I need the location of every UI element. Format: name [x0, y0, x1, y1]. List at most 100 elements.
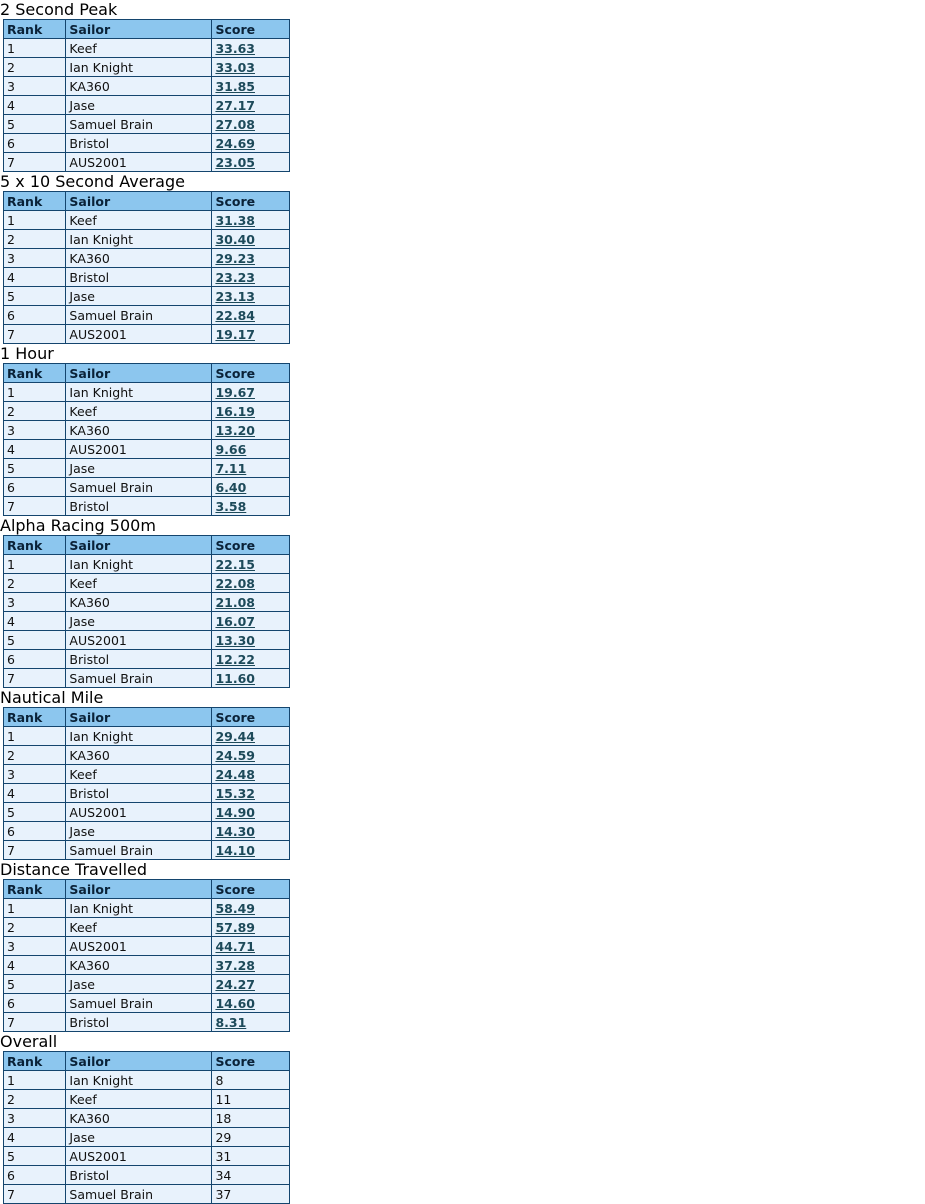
score-link[interactable]: 22.08 — [215, 575, 255, 591]
sailor-cell: Bristol — [65, 783, 213, 803]
score-link[interactable]: 9.66 — [215, 441, 247, 457]
score-cell: 24.59 — [211, 745, 290, 765]
sailor-cell: Samuel Brain — [65, 993, 213, 1013]
score-link[interactable]: 33.03 — [215, 59, 255, 75]
score-link[interactable]: 24.59 — [215, 747, 255, 763]
score-link[interactable]: 24.69 — [215, 135, 255, 151]
score-link[interactable]: 16.19 — [215, 403, 255, 419]
table-row: 4 Jase 29 — [2, 1127, 290, 1147]
sailor-cell: Jase — [65, 1127, 213, 1147]
score-link[interactable]: 21.08 — [215, 594, 255, 610]
score-link[interactable]: 29.44 — [215, 728, 255, 744]
score-link[interactable]: 31.38 — [215, 212, 255, 228]
score-cell: 16.07 — [211, 611, 290, 631]
rank-cell: 3 — [2, 1108, 67, 1128]
rank-cell: 7 — [2, 324, 67, 344]
sailor-cell: Samuel Brain — [65, 668, 213, 688]
score-link[interactable]: 14.60 — [215, 995, 255, 1011]
score-link[interactable]: 58.49 — [215, 900, 255, 916]
table-row: 6 Samuel Brain 22.84 — [2, 305, 290, 325]
header-row: Rank Sailor Score — [2, 1051, 290, 1071]
score-link[interactable]: 33.63 — [215, 40, 255, 56]
panel-title: 2 Second Peak — [0, 0, 118, 19]
score-link[interactable]: 30.40 — [215, 231, 255, 247]
score-link[interactable]: 3.58 — [215, 498, 247, 514]
sailor-cell: Keef — [65, 573, 213, 593]
score-link[interactable]: 13.30 — [215, 632, 255, 648]
column-header: Score — [211, 191, 290, 211]
score-link[interactable]: 27.17 — [215, 97, 255, 113]
sailor-cell: Samuel Brain — [65, 1184, 213, 1204]
score-link[interactable]: 12.22 — [215, 651, 255, 667]
rank-cell: 2 — [2, 573, 67, 593]
score-link[interactable]: 19.17 — [215, 326, 255, 342]
score-link[interactable]: 14.30 — [215, 823, 255, 839]
score-cell: 19.67 — [211, 382, 290, 402]
score-link[interactable]: 29.23 — [215, 250, 255, 266]
rank-cell: 6 — [2, 305, 67, 325]
sailor-cell: Jase — [65, 286, 213, 306]
score-link[interactable]: 23.05 — [215, 154, 255, 170]
score-link[interactable]: 7.11 — [215, 460, 247, 476]
score-link[interactable]: 37.28 — [215, 957, 255, 973]
score-link[interactable]: 19.67 — [215, 384, 255, 400]
score-cell: 19.17 — [211, 324, 290, 344]
table-row: 4 Bristol 23.23 — [2, 267, 290, 287]
rank-cell: 7 — [2, 1012, 67, 1032]
rank-cell: 3 — [2, 592, 67, 612]
rank-cell: 1 — [2, 726, 67, 746]
score-link[interactable]: 24.27 — [215, 976, 255, 992]
score-table: Rank Sailor Score 1 Ian Knight 58.49 2 Keef 57.8… — [2, 879, 290, 1032]
table-row: 4 Jase 16.07 — [2, 611, 290, 631]
score-cell: 44.71 — [211, 936, 290, 956]
table-row: 7 Bristol 3.58 — [2, 496, 290, 516]
score-link[interactable]: 11.60 — [215, 670, 255, 686]
score-link[interactable]: 44.71 — [215, 938, 255, 954]
table-row: 1 Keef 31.38 — [2, 210, 290, 230]
score-link[interactable]: 15.32 — [215, 785, 255, 801]
rank-cell: 4 — [2, 95, 67, 115]
score-link[interactable]: 14.90 — [215, 804, 255, 820]
score-link[interactable]: 27.08 — [215, 116, 255, 132]
sailor-cell: KA360 — [65, 248, 213, 268]
score-link[interactable]: 22.15 — [215, 556, 255, 572]
score-link[interactable]: 24.48 — [215, 766, 255, 782]
score-link[interactable]: 8.31 — [215, 1014, 247, 1030]
rank-cell: 1 — [2, 38, 67, 58]
score-link[interactable]: 22.84 — [215, 307, 255, 323]
rank-cell: 5 — [2, 1146, 67, 1166]
score-link[interactable]: 23.13 — [215, 288, 255, 304]
sailor-cell: KA360 — [65, 955, 213, 975]
rank-cell: 7 — [2, 152, 67, 172]
rank-cell: 7 — [2, 668, 67, 688]
score-link[interactable]: 23.23 — [215, 269, 255, 285]
score-cell: 24.48 — [211, 764, 290, 784]
rank-cell: 1 — [2, 898, 67, 918]
score-cell: 16.19 — [211, 401, 290, 421]
score-link[interactable]: 6.40 — [215, 479, 247, 495]
score-link[interactable]: 13.20 — [215, 422, 255, 438]
column-header: Score — [211, 879, 290, 899]
score-link[interactable]: 16.07 — [215, 613, 255, 629]
rank-cell: 6 — [2, 1165, 67, 1185]
panel: 1 Hour Rank Sailor Score 1 Ian Knight 19.67 2 Ke… — [0, 344, 925, 516]
sailor-cell: Keef — [65, 764, 213, 784]
header-row: Rank Sailor Score — [2, 879, 290, 899]
rank-cell: 2 — [2, 229, 67, 249]
score-cell: 31 — [211, 1146, 290, 1166]
sailor-cell: Jase — [65, 95, 213, 115]
table-row: 3 KA360 13.20 — [2, 420, 290, 440]
score-cell: 21.08 — [211, 592, 290, 612]
rank-cell: 2 — [2, 57, 67, 77]
rank-cell: 7 — [2, 1184, 67, 1204]
score-table: Rank Sailor Score 1 Ian Knight 19.67 2 Keef 16.1… — [2, 363, 290, 516]
sailor-cell: Bristol — [65, 496, 213, 516]
rank-cell: 3 — [2, 76, 67, 96]
score-link[interactable]: 57.89 — [215, 919, 255, 935]
header-row: Rank Sailor Score — [2, 707, 290, 727]
table-row: 2 Ian Knight 30.40 — [2, 229, 290, 249]
score-link[interactable]: 31.85 — [215, 78, 255, 94]
score-link[interactable]: 14.10 — [215, 842, 255, 858]
sailor-cell: Samuel Brain — [65, 840, 213, 860]
table-row: 1 Ian Knight 22.15 — [2, 554, 290, 574]
